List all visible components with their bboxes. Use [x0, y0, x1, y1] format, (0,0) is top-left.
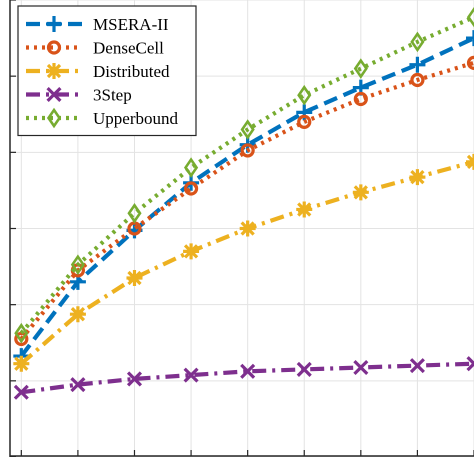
- data-point-distributed-1: [13, 355, 30, 372]
- legend: MSERA-II DenseCell Distributed 3Step Upperbo…: [17, 5, 197, 137]
- series-line-upperbound: [19, 15, 474, 335]
- legend-marker-upperbound: [46, 107, 62, 129]
- legend-entry-distributed: Distributed: [26, 62, 170, 81]
- data-point-msera-ii-9: [466, 30, 474, 47]
- series-densecell: [14, 55, 474, 347]
- data-point-distributed-3: [126, 270, 143, 287]
- series-layer: [13, 6, 474, 400]
- data-point-3step-3: [126, 371, 143, 387]
- legend-marker-distributed: [46, 63, 62, 79]
- data-point-distributed-2: [69, 306, 86, 323]
- legend-entry-densecell: DenseCell: [26, 39, 164, 58]
- data-point-densecell-7: [353, 91, 368, 107]
- data-point-densecell-4: [183, 181, 199, 196]
- data-point-upperbound-7: [353, 58, 368, 79]
- data-point-upperbound-3: [127, 202, 142, 224]
- data-point-3step-1: [13, 384, 29, 400]
- legend-entry-msera-ii: MSERA-II: [26, 15, 169, 34]
- data-point-upperbound-5: [240, 119, 255, 140]
- data-point-distributed-7: [352, 184, 369, 201]
- legend-label-msera-ii: MSERA-II: [93, 15, 169, 34]
- legend-label-densecell: DenseCell: [93, 39, 164, 58]
- data-point-distributed-8: [409, 169, 426, 186]
- legend-entry-3step: 3Step: [26, 86, 132, 105]
- data-point-distributed-4: [183, 243, 200, 260]
- legend-label-upperbound: Upperbound: [93, 109, 178, 128]
- data-point-densecell-1: [14, 331, 29, 347]
- series-upperbound: [14, 6, 474, 344]
- series-distributed: [13, 153, 474, 372]
- legend-marker-3step: [46, 86, 62, 103]
- series-line-msera-ii: [19, 36, 474, 358]
- data-point-densecell-9: [466, 55, 474, 70]
- data-point-upperbound-1: [14, 322, 29, 344]
- data-point-3step-8: [409, 358, 425, 374]
- data-point-3step-7: [353, 359, 369, 376]
- legend-entry-upperbound: Upperbound: [26, 107, 178, 129]
- data-point-upperbound-2: [70, 254, 85, 275]
- data-point-3step-2: [70, 377, 86, 393]
- data-point-3step-9: [466, 356, 474, 372]
- data-point-3step-4: [183, 367, 199, 383]
- data-point-densecell-6: [297, 114, 312, 129]
- data-point-distributed-5: [239, 220, 256, 237]
- data-point-upperbound-6: [297, 84, 312, 106]
- series-line-densecell: [19, 60, 474, 341]
- series-3step: [13, 356, 474, 400]
- legend-label-3step: 3Step: [93, 86, 132, 105]
- legend-marker-msera-ii: [46, 16, 62, 32]
- data-point-upperbound-4: [183, 157, 199, 178]
- data-point-distributed-6: [296, 201, 313, 218]
- data-point-msera-ii-8: [409, 56, 426, 73]
- data-point-3step-5: [240, 363, 256, 379]
- data-point-upperbound-9: [466, 6, 474, 28]
- legend-marker-densecell: [46, 40, 62, 55]
- data-point-densecell-5: [240, 143, 255, 158]
- series-line-3step: [21, 361, 474, 395]
- axes-frame: [9, 0, 474, 457]
- data-point-densecell-8: [410, 72, 425, 88]
- legend-label-distributed: Distributed: [93, 62, 170, 81]
- data-point-3step-6: [296, 361, 312, 377]
- data-point-upperbound-8: [410, 31, 425, 53]
